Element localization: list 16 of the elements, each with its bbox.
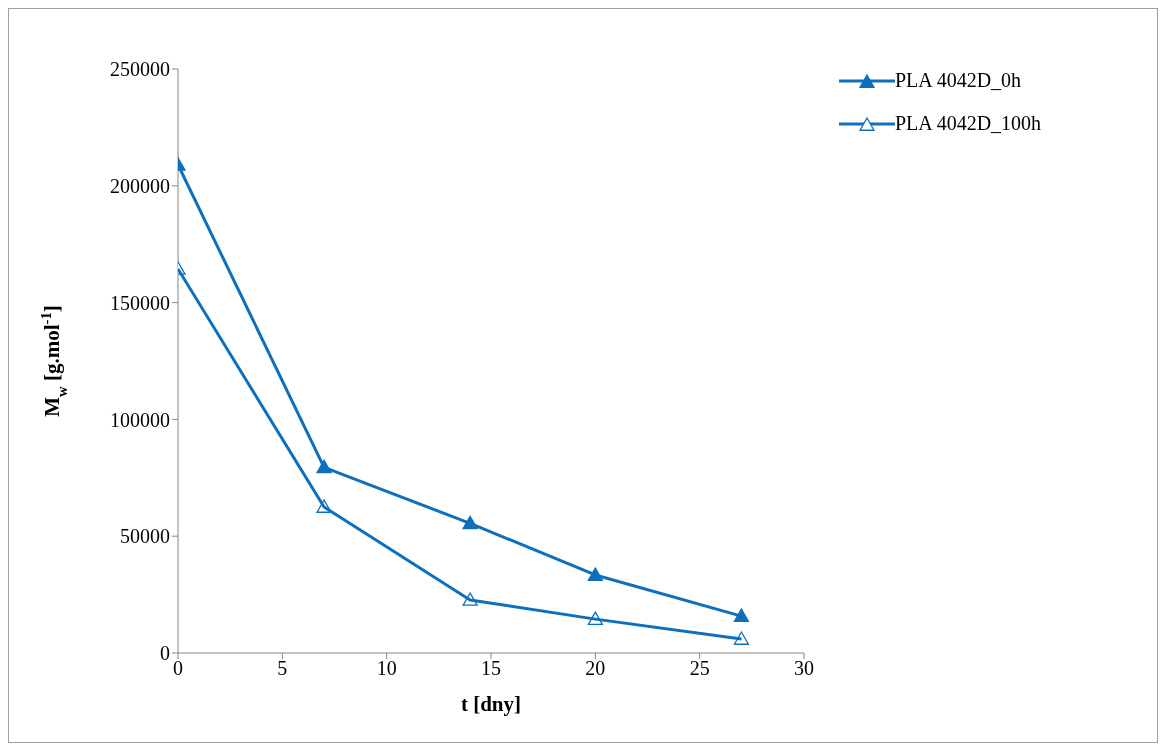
x-tick-label: 10: [376, 657, 397, 680]
x-tick-label: 5: [277, 657, 288, 680]
x-axis-title: t [dny]: [460, 692, 522, 716]
y-tick-label: 0: [160, 642, 170, 665]
legend-label: PLA 4042D_0h: [895, 69, 1022, 92]
y-tick-label: 250000: [110, 58, 170, 81]
x-tick-label: 15: [481, 657, 501, 680]
y-tick-label: 200000: [110, 174, 170, 197]
legend-label: PLA 4042D_100h: [895, 112, 1042, 135]
x-tick-label: 25: [689, 657, 710, 680]
y-tick-label: 150000: [110, 291, 170, 314]
point: [733, 608, 750, 622]
y-tick-label: 50000: [120, 525, 170, 548]
x-tick-label: 30: [794, 657, 814, 680]
x-tick-label: 20: [585, 657, 606, 680]
y-tick-label: 100000: [110, 408, 170, 431]
